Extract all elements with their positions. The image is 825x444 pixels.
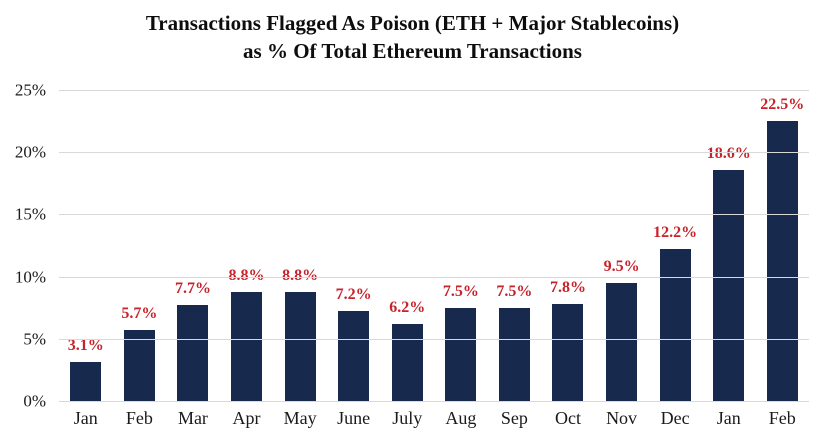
bar-value-label: 7.5% — [442, 282, 479, 300]
bar-value-label: 12.2% — [653, 224, 698, 242]
bar-slot: 5.7% — [113, 90, 167, 401]
x-axis-tick-label: Oct — [554, 408, 581, 428]
gridline — [59, 90, 809, 91]
bar-slot: 3.1% — [59, 90, 113, 401]
bar-slot: 6.2% — [380, 90, 434, 401]
bar — [231, 291, 263, 401]
gridline — [59, 152, 809, 154]
x-axis-tick-label: May — [283, 408, 317, 428]
bar-value-label: 7.5% — [496, 282, 533, 300]
bar-value-label: 5.7% — [121, 305, 158, 323]
x-axis: Jan Feb Mar Apr May June July Aug Sep Oct Nov Dec Ja… — [59, 408, 809, 429]
x-axis-tick-label: June — [337, 408, 371, 428]
bars-container: 3.1% 5.7% 7.7% 8.8% 8.8% 7.2% 6.2% 7.5% 7.5% 7.8%… — [59, 90, 809, 401]
chart-title-line1: Transactions Flagged As Poison (ETH + Ma… — [145, 11, 680, 35]
bar-slot: 18.6% — [702, 90, 756, 401]
x-axis-tick-label: Jan — [716, 408, 741, 428]
y-axis-tick-label: 25% — [14, 80, 46, 100]
gridline — [59, 401, 809, 402]
bar-value-label: 9.5% — [603, 257, 640, 275]
y-axis-tick-label: 10% — [14, 267, 46, 287]
bar-slot: 12.2% — [648, 90, 702, 401]
chart-title-line2: as % Of Total Ethereum Transactions — [243, 38, 582, 63]
bar-value-label: 7.8% — [549, 278, 586, 296]
bar-value-label: 22.5% — [760, 96, 805, 114]
gridline — [59, 338, 809, 340]
bar-slot: 22.5% — [756, 90, 810, 401]
bar-value-label: 8.8% — [228, 266, 265, 284]
bar-value-label: 18.6% — [706, 144, 751, 162]
bar — [552, 303, 584, 401]
y-axis-tick-label: 20% — [14, 142, 46, 162]
bar-value-label: 7.7% — [174, 280, 211, 298]
bar — [498, 307, 530, 401]
bar-slot: 7.7% — [166, 90, 220, 401]
bar — [659, 249, 691, 401]
bar — [606, 282, 638, 401]
bar-value-label: 3.1% — [67, 337, 104, 355]
chart-body: 3.1% 5.7% 7.7% 8.8% 8.8% 7.2% 6.2% 7.5% 7.5% 7.8%… — [0, 78, 825, 444]
y-axis-tick-label: 5% — [23, 329, 46, 349]
chart-title: Transactions Flagged As Poison (ETH + Ma… — [0, 10, 825, 65]
gridline — [59, 276, 809, 278]
bar-slot: 7.5% — [434, 90, 488, 401]
x-axis-tick-label: Aug — [445, 408, 477, 428]
x-axis-tick-label: Mar — [177, 408, 208, 428]
y-axis-tick-label: 0% — [23, 391, 46, 411]
bar-slot: 7.2% — [327, 90, 381, 401]
bar — [766, 121, 798, 401]
bar-slot: 8.8% — [220, 90, 274, 401]
x-axis-tick-label: Apr — [232, 408, 261, 428]
x-axis-tick-label: Sep — [500, 408, 528, 428]
bar — [338, 311, 370, 401]
bar — [713, 169, 745, 401]
plot-area: 3.1% 5.7% 7.7% 8.8% 8.8% 7.2% 6.2% 7.5% 7.5% 7.8%… — [59, 90, 809, 402]
gridline — [59, 214, 809, 216]
bar — [123, 330, 155, 401]
y-axis-tick-label: 15% — [14, 204, 46, 224]
x-axis-tick-label: Dec — [660, 408, 690, 428]
x-axis-tick-label: Jan — [73, 408, 98, 428]
x-axis-tick-label: Feb — [125, 408, 153, 428]
bar-slot: 7.5% — [488, 90, 542, 401]
bar-value-label: 7.2% — [335, 286, 372, 304]
bar-value-label: 6.2% — [389, 298, 426, 316]
bar — [177, 305, 209, 401]
bar-slot: 8.8% — [273, 90, 327, 401]
bar — [284, 291, 316, 401]
bar-value-label: 8.8% — [282, 266, 319, 284]
x-axis-tick-label: Feb — [768, 408, 796, 428]
bar-slot: 7.8% — [541, 90, 595, 401]
x-axis-tick-label: Nov — [606, 408, 638, 428]
bar — [70, 362, 102, 401]
bar — [391, 323, 423, 401]
bar — [445, 307, 477, 401]
bar-slot: 9.5% — [595, 90, 649, 401]
x-axis-tick-label: July — [392, 408, 423, 428]
